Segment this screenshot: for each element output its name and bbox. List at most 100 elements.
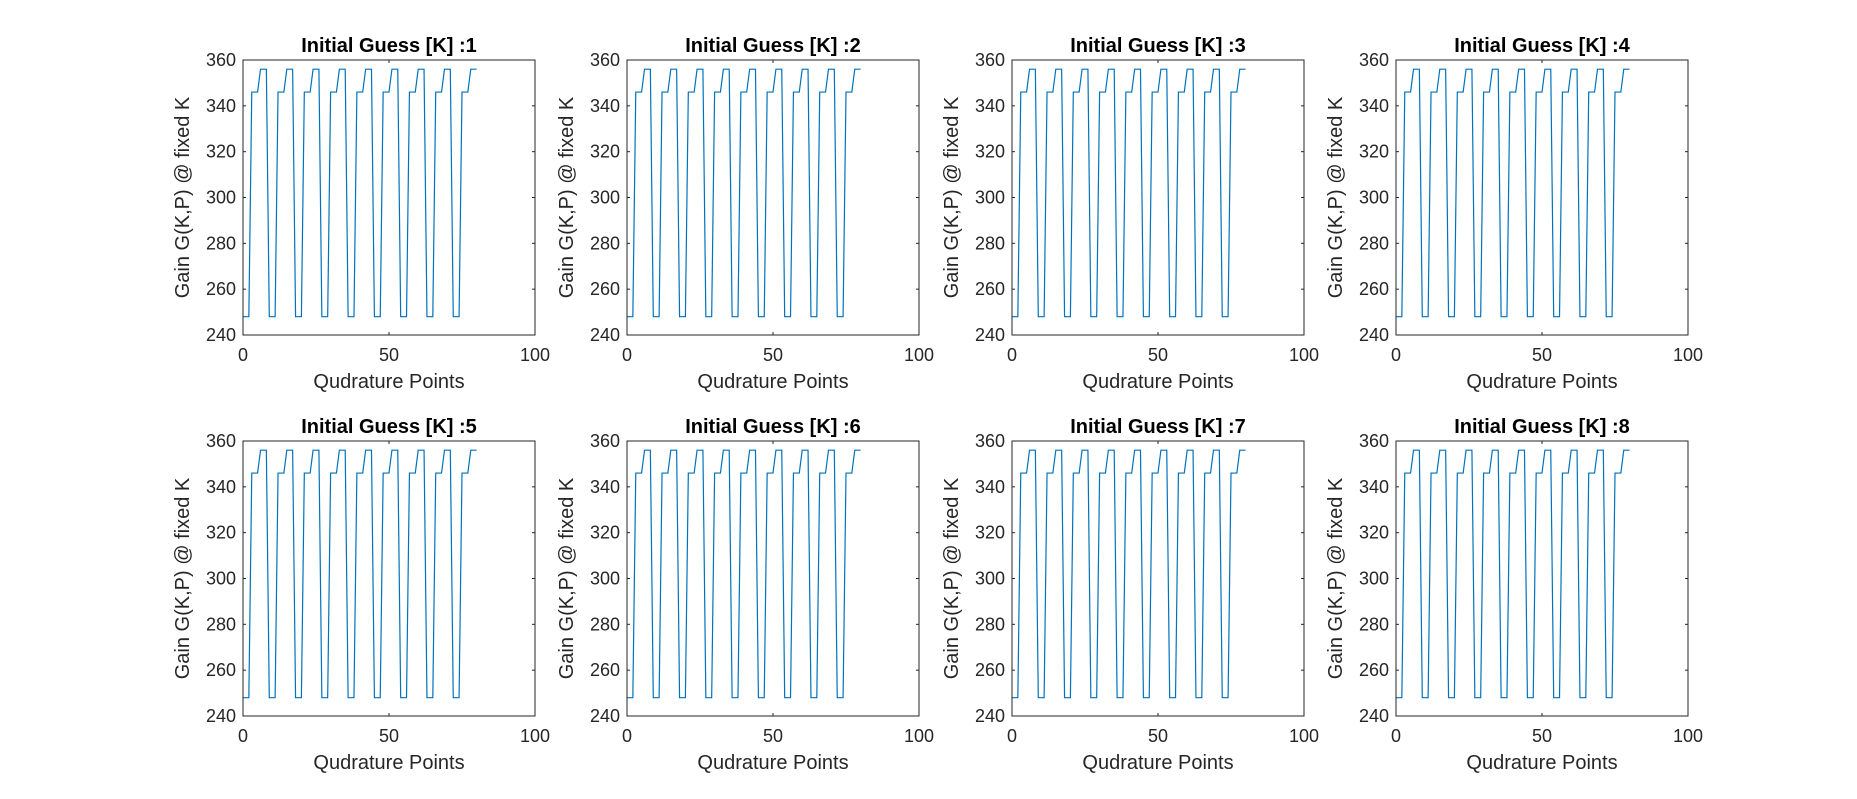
axes-frame <box>1395 59 1689 336</box>
y-tick-label: 300 <box>1359 188 1389 208</box>
x-tick-label: 100 <box>520 726 550 746</box>
y-tick-label: 280 <box>590 614 620 634</box>
x-tick-label: 50 <box>1148 726 1168 746</box>
y-tick-label: 280 <box>206 614 236 634</box>
y-tick-label: 240 <box>590 325 620 345</box>
y-tick-label: 260 <box>590 279 620 299</box>
y-tick-label: 320 <box>590 523 620 543</box>
x-axis-label: Qudrature Points <box>313 371 464 393</box>
x-axis-label: Qudrature Points <box>1466 371 1617 393</box>
subplot-4: 0 50 100 240 260 280 300 320 340 360 Initial Guess… <box>1325 35 1703 393</box>
subplot-title: Initial Guess [K] :3 <box>1070 35 1246 57</box>
y-tick-label: 260 <box>206 660 236 680</box>
x-tick-label: 0 <box>1391 726 1401 746</box>
series-line-1 <box>627 68 861 318</box>
subplot-title: Initial Guess [K] :5 <box>301 416 477 438</box>
y-tick-label: 340 <box>975 477 1005 497</box>
y-tick-label: 280 <box>975 614 1005 634</box>
y-tick-label: 240 <box>1359 706 1389 726</box>
y-tick-label: 240 <box>206 325 236 345</box>
y-tick-label: 300 <box>590 569 620 589</box>
x-axis-label: Qudrature Points <box>697 752 848 774</box>
x-axis-label: Qudrature Points <box>1466 752 1617 774</box>
x-tick-label: 0 <box>1007 345 1017 365</box>
series-line-1 <box>1396 68 1630 318</box>
x-tick-label: 0 <box>1007 726 1017 746</box>
y-tick-label: 280 <box>1359 233 1389 253</box>
series-line-1 <box>627 449 861 699</box>
x-tick-label: 100 <box>1673 345 1703 365</box>
x-tick-label: 50 <box>379 726 399 746</box>
x-tick-label: 50 <box>763 726 783 746</box>
y-tick-label: 340 <box>206 477 236 497</box>
series-line-1 <box>243 68 477 318</box>
y-tick-label: 340 <box>1359 477 1389 497</box>
y-tick-label: 360 <box>975 50 1005 70</box>
x-tick-label: 50 <box>1532 345 1552 365</box>
y-tick-label: 320 <box>1359 523 1389 543</box>
y-tick-label: 300 <box>1359 569 1389 589</box>
y-tick-label: 360 <box>1359 50 1389 70</box>
y-axis-label: Gain G(K,P) @ fixed K <box>1325 477 1347 679</box>
y-tick-label: 320 <box>590 142 620 162</box>
y-tick-label: 300 <box>206 188 236 208</box>
axes-frame <box>242 440 536 717</box>
y-axis-label: Gain G(K,P) @ fixed K <box>172 96 194 298</box>
x-tick-label: 0 <box>238 345 248 365</box>
axes-frame <box>626 59 920 336</box>
y-tick-label: 340 <box>975 96 1005 116</box>
subplot-3: 0 50 100 240 260 280 300 320 340 360 Initial Guess… <box>941 35 1319 393</box>
y-tick-label: 260 <box>1359 279 1389 299</box>
y-tick-label: 260 <box>590 660 620 680</box>
x-tick-label: 100 <box>1673 726 1703 746</box>
subplot-title: Initial Guess [K] :1 <box>301 35 477 57</box>
axes-frame <box>1011 59 1305 336</box>
x-tick-label: 100 <box>1289 726 1319 746</box>
y-tick-label: 320 <box>975 523 1005 543</box>
x-axis-label: Qudrature Points <box>313 752 464 774</box>
axes-frame <box>626 440 920 717</box>
x-axis-label: Qudrature Points <box>1082 371 1233 393</box>
y-axis-label: Gain G(K,P) @ fixed K <box>1325 96 1347 298</box>
y-tick-label: 320 <box>206 523 236 543</box>
y-tick-label: 280 <box>590 233 620 253</box>
y-tick-label: 320 <box>206 142 236 162</box>
subplot-8: 0 50 100 240 260 280 300 320 340 360 Initial Guess… <box>1325 416 1703 774</box>
subplot-1: 0 50 100 240 260 280 300 320 340 360 Initial Guess… <box>172 35 550 393</box>
y-tick-label: 300 <box>590 188 620 208</box>
x-tick-label: 50 <box>1148 345 1168 365</box>
x-axis-label: Qudrature Points <box>697 371 848 393</box>
x-tick-label: 100 <box>904 345 934 365</box>
y-tick-label: 240 <box>206 706 236 726</box>
y-tick-label: 340 <box>206 96 236 116</box>
y-tick-label: 340 <box>590 477 620 497</box>
y-tick-label: 360 <box>590 50 620 70</box>
y-tick-label: 300 <box>975 188 1005 208</box>
subplot-5: 0 50 100 240 260 280 300 320 340 360 Initial Guess… <box>172 416 550 774</box>
subplot-title: Initial Guess [K] :6 <box>685 416 861 438</box>
y-tick-label: 320 <box>975 142 1005 162</box>
series-line-1 <box>243 449 477 699</box>
x-tick-label: 0 <box>1391 345 1401 365</box>
x-axis-label: Qudrature Points <box>1082 752 1233 774</box>
subplot-title: Initial Guess [K] :7 <box>1070 416 1246 438</box>
y-tick-label: 360 <box>1359 431 1389 451</box>
y-tick-label: 240 <box>1359 325 1389 345</box>
y-tick-label: 260 <box>975 279 1005 299</box>
axes-frame <box>242 59 536 336</box>
x-tick-label: 0 <box>622 726 632 746</box>
y-tick-label: 360 <box>206 50 236 70</box>
x-tick-label: 50 <box>379 345 399 365</box>
x-tick-label: 100 <box>1289 345 1319 365</box>
y-tick-label: 240 <box>975 325 1005 345</box>
subplot-title: Initial Guess [K] :8 <box>1454 416 1630 438</box>
y-tick-label: 360 <box>206 431 236 451</box>
x-tick-label: 0 <box>238 726 248 746</box>
y-axis-label: Gain G(K,P) @ fixed K <box>172 477 194 679</box>
y-tick-label: 340 <box>590 96 620 116</box>
x-tick-label: 100 <box>520 345 550 365</box>
series-line-1 <box>1012 449 1246 699</box>
subplot-title: Initial Guess [K] :2 <box>685 35 861 57</box>
y-axis-label: Gain G(K,P) @ fixed K <box>941 96 963 298</box>
y-tick-label: 360 <box>975 431 1005 451</box>
